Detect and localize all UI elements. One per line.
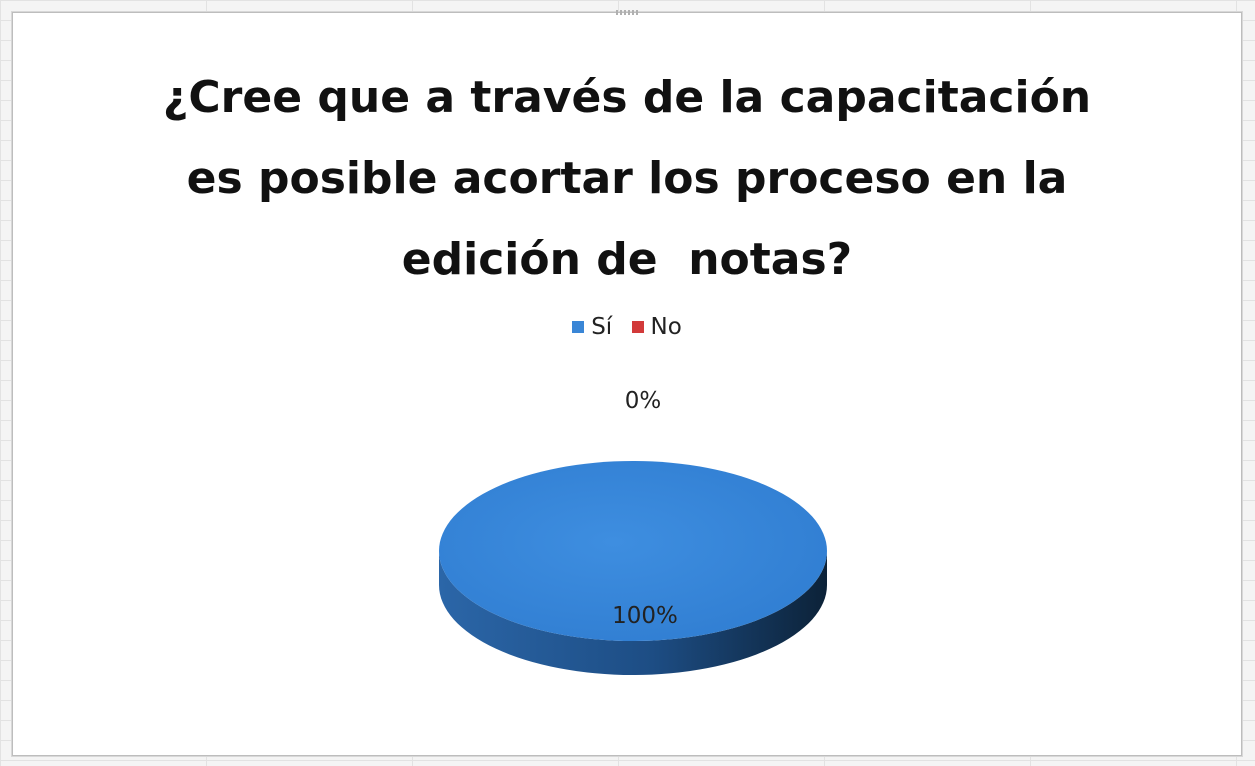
legend-label-no: No [650, 314, 682, 340]
legend-swatch-si [572, 321, 585, 333]
legend-label-si: Sí [591, 314, 613, 340]
chart-title-line: edición de notas? [401, 234, 853, 285]
legend-item-no: No [631, 314, 682, 340]
pie-slice-side-si [439, 551, 827, 675]
legend-item-si: Sí [572, 314, 612, 340]
chart-title-line: es posible acortar los proceso en la [186, 153, 1068, 204]
resize-handle[interactable] [616, 10, 638, 15]
pie-plot-area: 100% 0% [439, 388, 827, 675]
chart-title[interactable]: ¿Cree que a través de la capacitación es… [13, 57, 1241, 300]
chart-title-line: ¿Cree que a través de la capacitación [162, 72, 1092, 123]
legend-swatch-no [631, 321, 644, 333]
pie-slice-si[interactable] [439, 461, 827, 641]
chart-area[interactable]: ¿Cree que a través de la capacitación es… [12, 10, 1242, 756]
chart-legend[interactable]: Sí No [13, 313, 1241, 340]
data-label-no: 0% [625, 388, 662, 414]
data-label-si: 100% [612, 603, 678, 629]
